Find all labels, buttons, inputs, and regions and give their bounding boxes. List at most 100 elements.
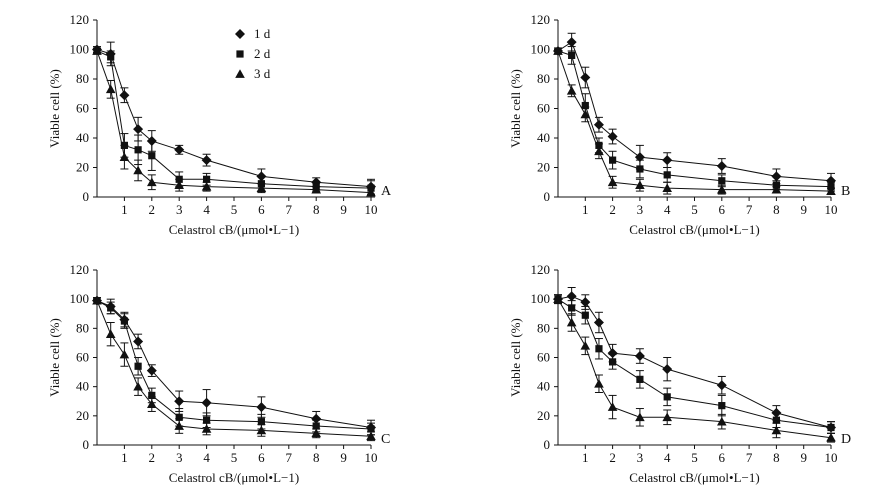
data-point bbox=[634, 351, 645, 362]
series-1d bbox=[553, 287, 836, 434]
data-point bbox=[568, 304, 576, 312]
series-3d bbox=[92, 295, 376, 442]
y-tick-label: 80 bbox=[537, 320, 550, 335]
x-tick-label: 2 bbox=[149, 450, 156, 465]
data-point bbox=[607, 177, 618, 187]
y-tick-label: 60 bbox=[537, 350, 550, 365]
data-point bbox=[593, 119, 604, 130]
data-point bbox=[92, 46, 102, 55]
x-tick-label: 4 bbox=[664, 202, 671, 217]
data-point bbox=[566, 291, 577, 302]
data-point bbox=[119, 349, 130, 359]
y-tick-label: 120 bbox=[531, 12, 551, 27]
x-tick-label: 2 bbox=[609, 202, 616, 217]
x-tick-label: 2 bbox=[609, 450, 616, 465]
data-point bbox=[580, 72, 591, 83]
data-point bbox=[553, 46, 563, 55]
y-tick-label: 0 bbox=[83, 437, 90, 452]
y-tick-label: 120 bbox=[531, 262, 551, 277]
legend-marker bbox=[235, 29, 245, 39]
legend-marker bbox=[236, 50, 244, 58]
data-point bbox=[581, 311, 589, 319]
y-tick-label: 20 bbox=[537, 160, 550, 175]
data-point bbox=[716, 161, 727, 172]
series-3d bbox=[553, 46, 836, 195]
x-axis-label: Celastrol cB/(μmol•L−1) bbox=[169, 470, 299, 485]
data-point bbox=[146, 365, 157, 376]
data-point bbox=[580, 109, 591, 119]
chart-panel-c: 0 20 40 60 80 100 120 1 2 3 4 5 6 7 8 9 10 Viable cell (%… bbox=[47, 262, 390, 485]
series-line bbox=[96, 50, 372, 194]
series-line bbox=[96, 300, 372, 430]
y-tick-label: 20 bbox=[76, 408, 89, 423]
x-tick-label: 8 bbox=[313, 202, 320, 217]
y-axis-label: Viable cell (%) bbox=[47, 318, 62, 397]
data-point bbox=[826, 432, 836, 442]
x-tick-label: 10 bbox=[365, 450, 378, 465]
data-point bbox=[311, 428, 321, 438]
data-point bbox=[636, 375, 644, 383]
series-3d bbox=[92, 46, 376, 198]
data-point bbox=[609, 156, 617, 164]
series-2d bbox=[554, 46, 835, 192]
x-tick-label: 10 bbox=[825, 450, 838, 465]
x-tick-label: 7 bbox=[746, 202, 753, 217]
data-point bbox=[609, 358, 617, 366]
data-point bbox=[257, 418, 265, 426]
data-point bbox=[256, 425, 267, 435]
legend-label: 1 d bbox=[254, 26, 271, 41]
x-tick-label: 9 bbox=[340, 202, 347, 217]
data-point bbox=[311, 184, 321, 194]
y-tick-label: 20 bbox=[537, 408, 550, 423]
data-point bbox=[607, 402, 618, 411]
data-point bbox=[201, 181, 212, 191]
x-tick-label: 6 bbox=[258, 450, 265, 465]
y-tick-label: 60 bbox=[76, 350, 89, 365]
data-point bbox=[717, 416, 727, 426]
data-point bbox=[105, 84, 116, 94]
series-2d bbox=[554, 294, 835, 434]
x-tick-label: 3 bbox=[637, 202, 644, 217]
data-point bbox=[826, 186, 836, 195]
data-point bbox=[148, 391, 156, 400]
series-2d bbox=[93, 297, 375, 436]
legend-label: 2 d bbox=[254, 46, 271, 61]
y-axis-label: Viable cell (%) bbox=[508, 318, 523, 397]
data-point bbox=[717, 184, 727, 194]
y-tick-label: 20 bbox=[76, 160, 89, 175]
data-point bbox=[718, 402, 726, 410]
x-tick-label: 5 bbox=[231, 202, 238, 217]
x-tick-label: 3 bbox=[176, 202, 183, 217]
data-point bbox=[203, 175, 211, 183]
data-point bbox=[201, 424, 212, 433]
data-point bbox=[771, 184, 782, 194]
data-point bbox=[662, 183, 672, 192]
x-tick-label: 5 bbox=[691, 202, 698, 217]
data-point bbox=[607, 348, 618, 359]
y-tick-label: 120 bbox=[70, 262, 90, 277]
y-tick-label: 80 bbox=[537, 71, 550, 86]
y-tick-label: 100 bbox=[70, 291, 90, 306]
y-tick-label: 60 bbox=[76, 101, 89, 116]
data-point bbox=[595, 345, 603, 353]
data-point bbox=[133, 336, 144, 347]
data-point bbox=[134, 362, 142, 370]
x-tick-label: 8 bbox=[773, 450, 780, 465]
data-point bbox=[593, 317, 604, 328]
chart-panel-d: 0 20 40 60 80 100 120 1 2 3 4 5 6 7 8 9 10 Viable cell (%… bbox=[508, 262, 851, 485]
x-tick-label: 3 bbox=[176, 450, 183, 465]
x-axis-label: Celastrol cB/(μmol•L−1) bbox=[169, 222, 299, 237]
panel-letter: B bbox=[841, 184, 850, 199]
data-point bbox=[133, 165, 143, 175]
x-tick-label: 10 bbox=[365, 202, 378, 217]
series-line bbox=[96, 300, 372, 437]
data-point bbox=[580, 341, 591, 350]
x-tick-label: 5 bbox=[691, 450, 698, 465]
series-line bbox=[96, 50, 372, 189]
data-point bbox=[594, 146, 604, 156]
y-tick-label: 100 bbox=[531, 291, 551, 306]
data-point bbox=[580, 297, 591, 308]
data-point bbox=[201, 155, 212, 166]
series-1d bbox=[553, 32, 836, 189]
x-tick-label: 6 bbox=[258, 202, 265, 217]
